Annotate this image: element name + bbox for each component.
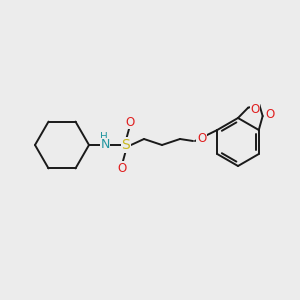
Text: H: H — [100, 132, 108, 142]
Text: O: O — [117, 161, 127, 175]
Text: O: O — [265, 108, 274, 121]
Text: O: O — [197, 133, 206, 146]
Text: O: O — [125, 116, 135, 128]
Text: N: N — [100, 139, 110, 152]
Text: O: O — [250, 103, 260, 116]
Text: S: S — [122, 138, 130, 152]
